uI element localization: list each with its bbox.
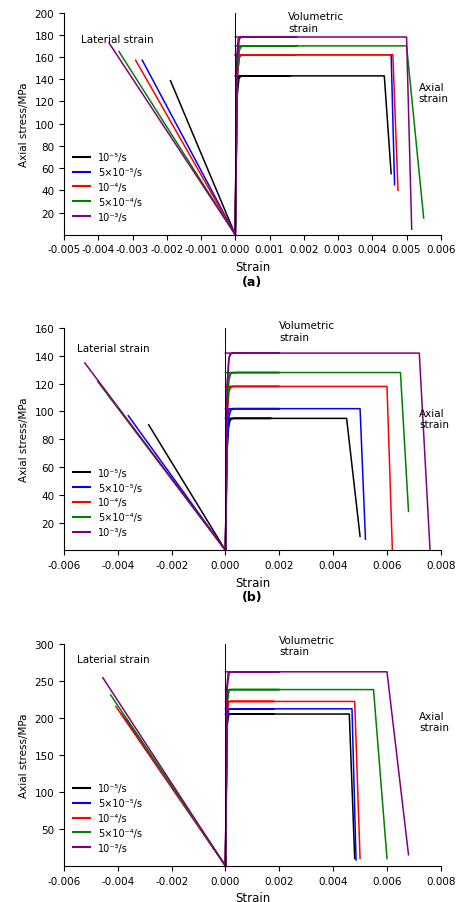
Text: Volumetric
strain: Volumetric strain xyxy=(279,321,336,343)
Legend: 10⁻⁵/s, 5×10⁻⁵/s, 10⁻⁴/s, 5×10⁻⁴/s, 10⁻³/s: 10⁻⁵/s, 5×10⁻⁵/s, 10⁻⁴/s, 5×10⁻⁴/s, 10⁻³… xyxy=(69,779,146,857)
X-axis label: Strain: Strain xyxy=(235,891,270,902)
Text: Laterial strain: Laterial strain xyxy=(81,34,154,44)
Text: Axial
strain: Axial strain xyxy=(419,408,449,429)
Text: Laterial strain: Laterial strain xyxy=(77,344,150,354)
Y-axis label: Axial stress/MPa: Axial stress/MPa xyxy=(19,82,29,167)
Text: Axial
strain: Axial strain xyxy=(419,711,449,732)
Text: Axial
strain: Axial strain xyxy=(419,83,448,105)
Text: (a): (a) xyxy=(242,275,263,289)
Text: Laterial strain: Laterial strain xyxy=(77,655,150,665)
Y-axis label: Axial stress/MPa: Axial stress/MPa xyxy=(19,713,29,797)
Y-axis label: Axial stress/MPa: Axial stress/MPa xyxy=(19,398,29,482)
Text: Volumetric
strain: Volumetric strain xyxy=(279,635,336,657)
Legend: 10⁻⁵/s, 5×10⁻⁵/s, 10⁻⁴/s, 5×10⁻⁴/s, 10⁻³/s: 10⁻⁵/s, 5×10⁻⁵/s, 10⁻⁴/s, 5×10⁻⁴/s, 10⁻³… xyxy=(69,465,146,541)
Text: (b): (b) xyxy=(242,591,263,603)
X-axis label: Strain: Strain xyxy=(235,576,270,589)
Legend: 10⁻⁵/s, 5×10⁻⁵/s, 10⁻⁴/s, 5×10⁻⁴/s, 10⁻³/s: 10⁻⁵/s, 5×10⁻⁵/s, 10⁻⁴/s, 5×10⁻⁴/s, 10⁻³… xyxy=(69,149,146,226)
X-axis label: Strain: Strain xyxy=(235,261,270,273)
Text: Volumetric
strain: Volumetric strain xyxy=(288,12,345,33)
